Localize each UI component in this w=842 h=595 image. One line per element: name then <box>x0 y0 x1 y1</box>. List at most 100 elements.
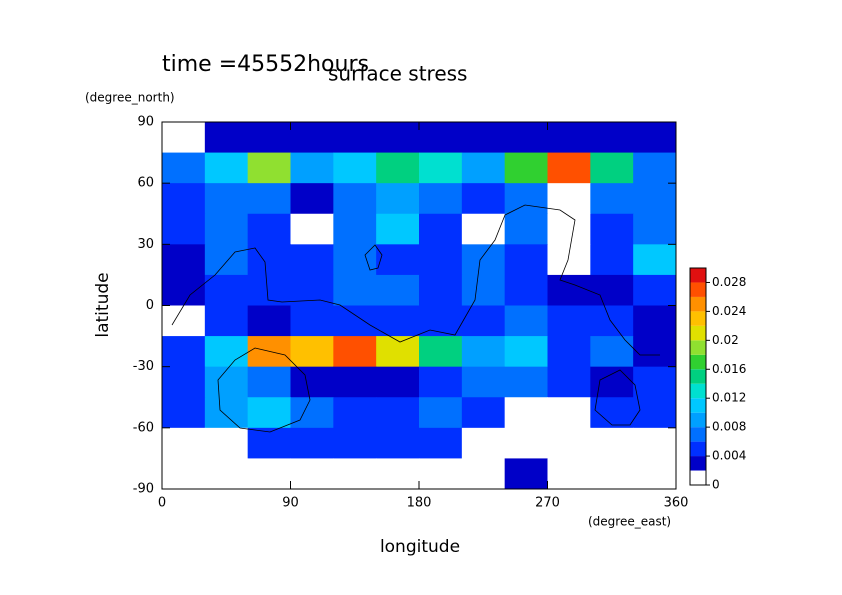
field-cell <box>590 458 634 490</box>
field-cell <box>290 336 334 368</box>
x-tick-label: 0 <box>158 496 166 511</box>
field-cell <box>162 183 206 215</box>
field-cell <box>504 122 548 154</box>
field-cell <box>290 458 334 490</box>
field-cell <box>333 274 377 306</box>
field-cell <box>633 305 677 337</box>
field-cell <box>247 122 291 154</box>
field-cell <box>419 152 463 184</box>
field-cell <box>633 336 677 368</box>
field-cell <box>376 397 420 429</box>
field-cell <box>162 244 206 276</box>
field-cell <box>590 336 634 368</box>
field-cell <box>590 366 634 398</box>
field-cell <box>333 305 377 337</box>
field-cell <box>290 122 334 154</box>
field-cell <box>162 274 206 306</box>
field-cell <box>504 397 548 429</box>
field-cell <box>376 183 420 215</box>
field-cell <box>333 122 377 154</box>
chart-title: surface stress <box>328 62 467 86</box>
colorbar-swatch <box>690 354 706 370</box>
field-cell <box>333 397 377 429</box>
field-cell <box>290 183 334 215</box>
field-cell <box>461 152 506 184</box>
colorbar-tick-label: 0.02 <box>712 333 739 347</box>
field-cell <box>333 427 377 459</box>
field-cell <box>419 274 463 306</box>
field-cell <box>504 366 548 398</box>
x-tick-label: 270 <box>535 496 560 511</box>
field-cell <box>247 213 291 245</box>
field-cell <box>547 305 591 337</box>
colorbar-swatch <box>690 311 706 326</box>
field-cell <box>333 183 377 215</box>
colorbar-swatch <box>690 456 706 471</box>
field-cell <box>376 274 420 306</box>
field-cell <box>547 458 591 490</box>
field-cell <box>376 305 420 337</box>
field-cell <box>547 336 591 368</box>
y-unit: (degree_north) <box>85 91 175 105</box>
field-cell <box>162 427 206 459</box>
colorbar-swatch <box>690 340 706 355</box>
field-cell <box>290 427 334 459</box>
field-cell <box>590 244 634 276</box>
field-cell <box>247 152 291 184</box>
field-cell <box>162 397 206 429</box>
field-cell <box>333 152 377 184</box>
field-cell <box>633 366 677 398</box>
field-cell <box>162 152 206 184</box>
colorbar-swatch <box>690 412 706 428</box>
field-cell <box>204 427 249 459</box>
colorbar-swatch <box>690 427 706 442</box>
colorbar-swatch <box>690 325 706 341</box>
field-cell <box>333 366 377 398</box>
field-cell <box>419 244 463 276</box>
colorbar-tick-label: 0.012 <box>712 391 746 405</box>
field-cell <box>204 274 249 306</box>
field-cell <box>504 244 548 276</box>
field-cell <box>590 152 634 184</box>
field-cell <box>461 366 506 398</box>
field-cell <box>376 152 420 184</box>
field-cell <box>204 336 249 368</box>
field-cell <box>247 366 291 398</box>
field-cell <box>290 397 334 429</box>
field-cell <box>547 427 591 459</box>
time-label: time =45552hours <box>162 52 369 77</box>
field-cell <box>547 152 591 184</box>
field-cell <box>376 213 420 245</box>
field-cell <box>461 244 506 276</box>
field-cell <box>419 336 463 368</box>
colorbar-frame <box>689 267 707 486</box>
field-cell <box>504 183 548 215</box>
field-cell <box>590 397 634 429</box>
field-cell <box>590 213 634 245</box>
field-cell <box>504 305 548 337</box>
field-cell <box>461 336 506 368</box>
colorbar-swatch <box>690 398 706 413</box>
field-cell <box>633 183 677 215</box>
field-cell <box>547 244 591 276</box>
y-tick-label: -30 <box>133 359 154 374</box>
field-cell <box>204 458 249 490</box>
y-tick-label: 90 <box>137 115 154 130</box>
field-cell <box>162 305 206 337</box>
field-cell <box>376 458 420 490</box>
field-cell <box>204 305 249 337</box>
field-cell <box>162 336 206 368</box>
field-cell <box>333 336 377 368</box>
field-cell <box>547 366 591 398</box>
field-cell <box>376 336 420 368</box>
field-cell <box>247 427 291 459</box>
colorbar-swatch <box>690 441 706 457</box>
colorbar-tick-label: 0 <box>712 478 720 492</box>
field-cell <box>633 122 677 154</box>
field-cell <box>290 244 334 276</box>
field-cell <box>419 427 463 459</box>
colorbar-swatch <box>690 383 706 399</box>
field-cell <box>419 458 463 490</box>
field-cell <box>590 274 634 306</box>
x-unit: (degree_east) <box>588 515 671 529</box>
